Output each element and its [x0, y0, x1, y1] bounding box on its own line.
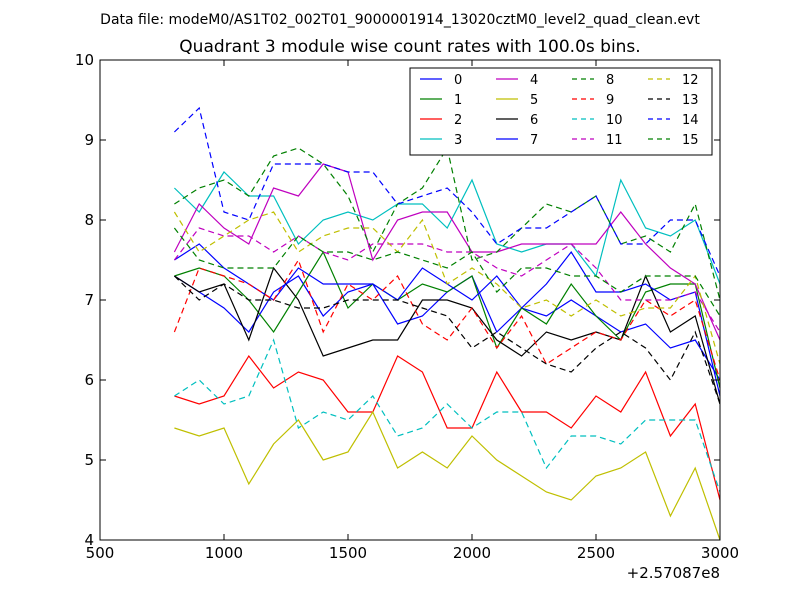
series-line-2 — [174, 354, 721, 501]
legend-label-4: 4 — [530, 73, 538, 88]
series-line-6 — [174, 266, 721, 405]
legend-label-7: 7 — [530, 133, 538, 148]
y-tick-label: 4 — [84, 531, 94, 549]
series-line-15 — [173, 227, 721, 317]
y-tick-label: 7 — [84, 291, 94, 309]
series-line-4 — [173, 163, 721, 341]
suptitle: Data file: modeM0/AS1T02_002T01_90000019… — [100, 12, 700, 28]
series-line-14 — [173, 106, 721, 277]
legend-label-1: 1 — [454, 93, 462, 108]
series-line-11 — [173, 227, 721, 333]
legend-label-9: 9 — [606, 93, 614, 108]
y-tick-label: 6 — [84, 371, 94, 389]
series-line-5 — [174, 410, 721, 541]
legend-label-11: 11 — [606, 133, 623, 148]
x-tick-label: 500 — [86, 544, 115, 562]
y-tick-label: 10 — [75, 51, 94, 69]
x-offset-label: +2.57087e8 — [627, 564, 720, 582]
chart-title: Quadrant 3 module wise count rates with … — [179, 37, 640, 57]
x-tick-label: 1000 — [205, 544, 243, 562]
y-tick-label: 8 — [84, 211, 94, 229]
legend-box — [409, 67, 713, 156]
y-tick-label: 5 — [84, 451, 94, 469]
series-line-10 — [174, 338, 721, 493]
y-tick-label: 9 — [84, 131, 94, 149]
legend-label-14: 14 — [682, 113, 699, 128]
legend-label-8: 8 — [606, 73, 614, 88]
series-line-12 — [173, 211, 721, 365]
x-tick-label: 2000 — [453, 544, 491, 562]
legend-label-15: 15 — [682, 133, 699, 148]
legend-label-2: 2 — [454, 113, 462, 128]
legend-label-10: 10 — [606, 113, 623, 128]
legend-label-0: 0 — [454, 73, 462, 88]
legend-label-3: 3 — [454, 133, 462, 148]
series-line-1 — [174, 250, 721, 389]
series-line-13 — [173, 275, 721, 405]
series-line-3 — [173, 171, 721, 285]
x-tick-label: 3000 — [701, 544, 739, 562]
x-tick-label: 1500 — [329, 544, 367, 562]
x-tick-label: 2500 — [577, 544, 615, 562]
legend-label-5: 5 — [530, 93, 538, 108]
legend-label-12: 12 — [682, 73, 699, 88]
legend-label-6: 6 — [530, 113, 538, 128]
series-line-9 — [173, 258, 721, 381]
legend-label-13: 13 — [682, 93, 699, 108]
